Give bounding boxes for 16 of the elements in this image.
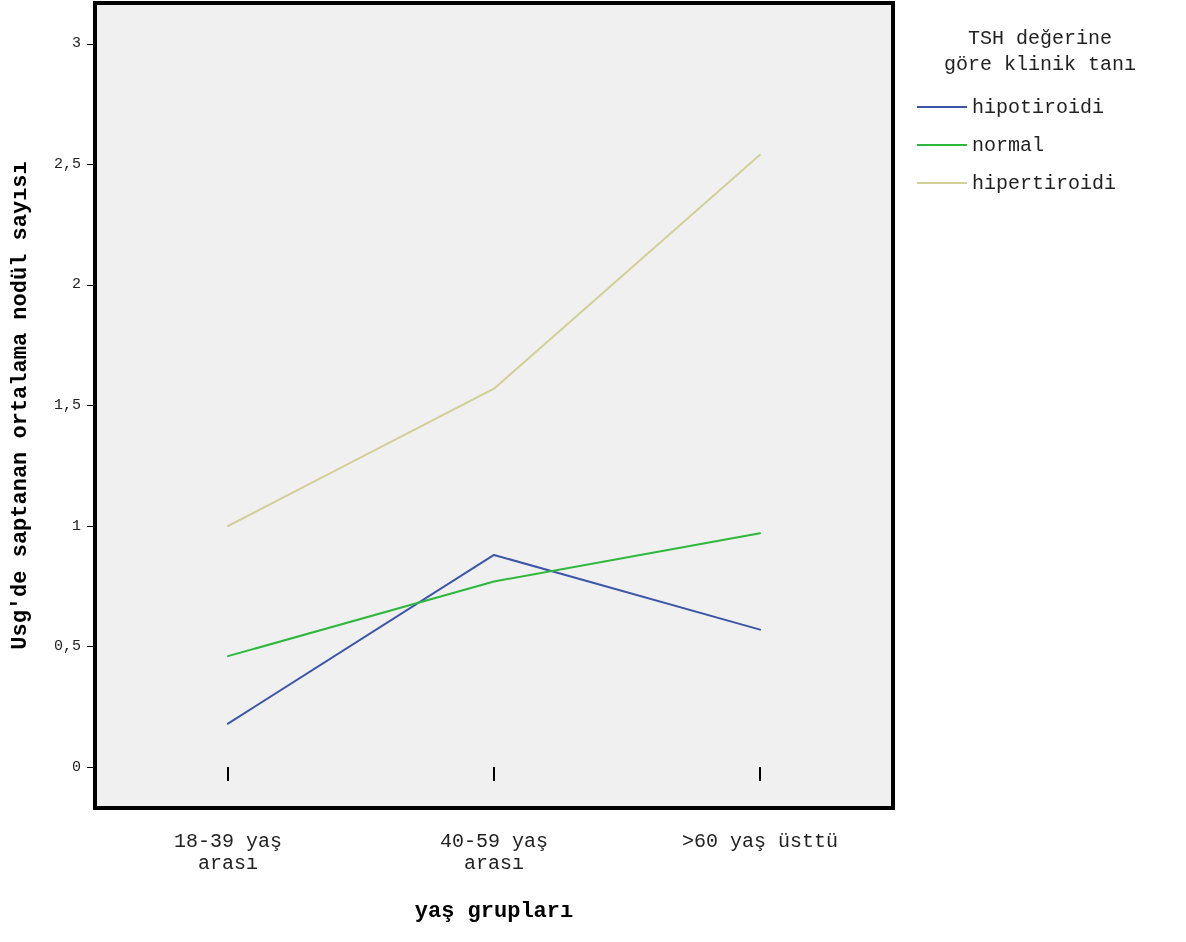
y-axis-title: Usg'de saptanan ortalama nodül sayısı [7,161,33,650]
x-tick-label: 18-39 yaş arası [173,829,283,875]
x-tick-label: 40-59 yaş arası [439,829,549,875]
legend-label: hipertiroidi [972,171,1117,195]
y-tick-label: 0,5 [53,638,81,656]
x-tick-label: >60 yaş üsttü [681,829,839,853]
y-tick-label: 1 [71,517,81,535]
y-tick-label: 2,5 [53,155,81,173]
legend-label: normal [972,133,1045,157]
legend-title: TSH değerine göre klinik tanı [943,26,1137,76]
y-tick-label: 1,5 [53,397,81,414]
y-tick-label: 0 [71,758,81,776]
y-tick-label: 3 [71,35,81,53]
legend-label: hipotiroidi [972,95,1105,119]
y-tick-label: 2 [71,276,81,294]
x-axis-title: yaş grupları [414,898,574,924]
